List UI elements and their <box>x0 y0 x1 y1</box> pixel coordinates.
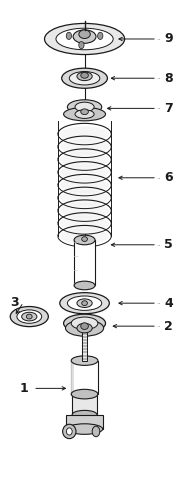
Bar <box>82 332 87 360</box>
Ellipse shape <box>60 293 109 314</box>
Ellipse shape <box>60 228 109 244</box>
Text: 6: 6 <box>164 171 173 184</box>
Ellipse shape <box>60 203 109 218</box>
Ellipse shape <box>60 165 109 180</box>
Text: 7: 7 <box>164 102 173 115</box>
Bar <box>72 394 97 415</box>
Ellipse shape <box>81 323 88 329</box>
Text: 9: 9 <box>164 33 173 46</box>
Ellipse shape <box>60 216 109 231</box>
Ellipse shape <box>60 190 109 205</box>
Ellipse shape <box>66 424 103 434</box>
Ellipse shape <box>63 424 76 439</box>
Ellipse shape <box>77 72 92 81</box>
Ellipse shape <box>60 152 109 167</box>
Ellipse shape <box>75 102 94 112</box>
Ellipse shape <box>72 410 97 419</box>
Ellipse shape <box>79 42 84 48</box>
Ellipse shape <box>45 24 125 55</box>
Ellipse shape <box>62 68 108 88</box>
Ellipse shape <box>22 312 37 321</box>
Text: 8: 8 <box>164 72 173 85</box>
Ellipse shape <box>60 178 109 193</box>
Ellipse shape <box>60 126 109 142</box>
Ellipse shape <box>74 235 95 245</box>
Ellipse shape <box>71 317 98 329</box>
Ellipse shape <box>56 28 113 50</box>
Ellipse shape <box>26 314 32 319</box>
Ellipse shape <box>82 301 87 306</box>
Ellipse shape <box>73 30 96 43</box>
Ellipse shape <box>74 281 95 290</box>
Bar <box>66 415 103 429</box>
Ellipse shape <box>75 110 94 119</box>
Ellipse shape <box>92 426 100 437</box>
Ellipse shape <box>71 389 98 399</box>
Ellipse shape <box>66 32 72 39</box>
Ellipse shape <box>98 32 103 39</box>
Ellipse shape <box>77 299 92 308</box>
Bar <box>74 240 95 286</box>
Ellipse shape <box>81 72 88 78</box>
Text: 1: 1 <box>19 382 28 395</box>
Text: 2: 2 <box>164 320 173 333</box>
Ellipse shape <box>71 356 98 365</box>
Ellipse shape <box>82 237 87 241</box>
Text: 5: 5 <box>164 238 173 252</box>
Ellipse shape <box>60 139 109 155</box>
Ellipse shape <box>69 72 100 85</box>
Ellipse shape <box>64 314 106 332</box>
Ellipse shape <box>79 30 90 38</box>
Ellipse shape <box>66 428 72 435</box>
Bar <box>71 360 98 394</box>
Ellipse shape <box>17 310 42 323</box>
Text: 4: 4 <box>164 297 173 310</box>
Ellipse shape <box>67 100 102 114</box>
Ellipse shape <box>64 108 106 121</box>
Ellipse shape <box>67 296 102 311</box>
Ellipse shape <box>65 320 104 336</box>
Ellipse shape <box>77 323 92 333</box>
Text: 3: 3 <box>10 296 18 309</box>
Ellipse shape <box>81 109 88 115</box>
Ellipse shape <box>10 307 48 326</box>
